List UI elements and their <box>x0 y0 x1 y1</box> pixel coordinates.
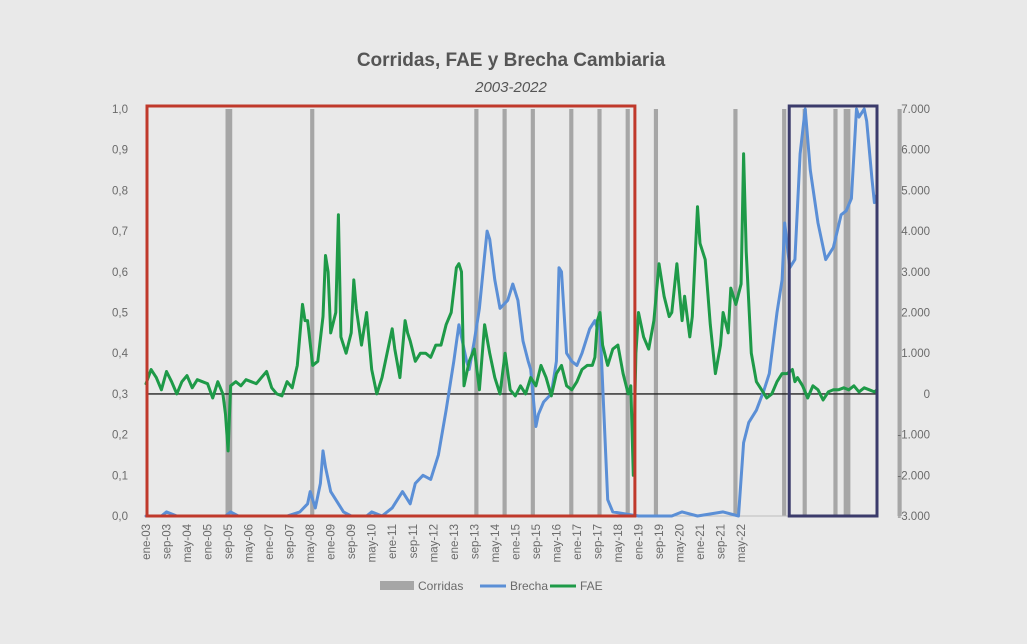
corridas-bar <box>502 109 507 516</box>
x-tick-label: may-14 <box>490 523 502 562</box>
y-right-tick-label: 6.000 <box>901 145 930 157</box>
x-tick-label: may-06 <box>244 524 256 562</box>
x-tick-label: sep-13 <box>469 524 481 559</box>
y-left-tick-label: 0,8 <box>112 185 128 197</box>
y-left-tick-label: 0,9 <box>112 145 128 157</box>
x-tick-label: ene-09 <box>326 524 338 560</box>
x-tick-label: sep-11 <box>408 524 420 558</box>
x-tick-label: may-16 <box>551 524 563 562</box>
x-tick-label: sep-15 <box>531 524 543 559</box>
y-left-tick-label: 1,0 <box>112 104 128 116</box>
corridas-bar <box>843 109 851 516</box>
y-left-tick-label: 0,0 <box>112 511 128 523</box>
corridas-bar <box>782 109 787 516</box>
y-right-tick-label: -3.000 <box>897 511 930 523</box>
y-right-tick-label: 7.000 <box>901 104 930 116</box>
legend-label-brecha: Brecha <box>510 579 548 593</box>
x-tick-label: may-18 <box>613 524 625 562</box>
y-right-tick-label: 1.000 <box>901 348 930 360</box>
y-right-tick-label: 2.000 <box>901 308 930 320</box>
x-tick-label: ene-03 <box>141 524 153 560</box>
corridas-bar <box>474 109 479 516</box>
x-tick-label: sep-21 <box>716 524 728 559</box>
x-tick-label: sep-05 <box>223 524 235 559</box>
x-tick-label: sep-09 <box>346 524 358 559</box>
x-tick-label: may-12 <box>428 524 440 562</box>
x-tick-label: may-10 <box>367 524 379 562</box>
y-right-tick-label: 5.000 <box>901 185 930 197</box>
series-line-fae <box>144 152 879 477</box>
series-line-brecha <box>144 107 879 518</box>
x-tick-label: sep-07 <box>285 524 297 559</box>
x-tick-label: may-04 <box>182 523 194 562</box>
legend: Corridas Brecha FAE <box>380 579 603 593</box>
legend-label-fae: FAE <box>580 579 603 593</box>
y-right-tick-label: 3.000 <box>901 267 930 279</box>
highlight-box <box>145 104 637 518</box>
corridas-bar <box>733 109 738 516</box>
x-tick-label: sep-19 <box>654 524 666 559</box>
x-tick-label: sep-03 <box>162 524 174 559</box>
x-tick-label: ene-13 <box>449 524 461 560</box>
x-tick-label: ene-05 <box>203 524 215 560</box>
chart-subtitle: 2003-2022 <box>474 79 547 96</box>
x-tick-label: ene-17 <box>572 524 584 560</box>
corridas-bar <box>833 109 838 516</box>
corridas-bar <box>225 109 233 516</box>
x-tick-label: may-20 <box>675 524 687 562</box>
x-tick-label: ene-11 <box>387 524 399 559</box>
y-left-tick-label: 0,2 <box>112 430 128 442</box>
x-tick-label: ene-07 <box>264 524 276 560</box>
corridas-bar <box>802 109 807 516</box>
y-left-tick-label: 0,6 <box>112 267 128 279</box>
x-tick-label: may-08 <box>305 524 317 562</box>
y-left-tick-label: 0,4 <box>112 348 129 360</box>
highlight-box <box>787 104 879 518</box>
corridas-bar <box>897 109 902 516</box>
x-tick-label: ene-19 <box>633 524 645 560</box>
legend-label-corridas: Corridas <box>418 579 463 593</box>
legend-swatch-corridas <box>380 581 414 590</box>
corridas-bar <box>530 109 535 516</box>
y-right-tick-label: -1.000 <box>897 430 930 442</box>
y-left-tick-label: 0,5 <box>112 308 128 320</box>
corridas-bar <box>569 109 574 516</box>
corridas-bar <box>625 109 630 516</box>
y-left-tick-label: 0,1 <box>112 470 128 482</box>
plot-area: 0,0 0,1 0,2 0,3 0,4 0,5 0,6 0,7 0,8 0,9 1,0 -3.000 -… <box>112 104 930 562</box>
y-right-tick-label: 4.000 <box>901 226 930 238</box>
corridas-bar <box>310 109 315 516</box>
x-tick-label: sep-17 <box>592 524 604 559</box>
y-right-tick-label: -2.000 <box>897 470 930 482</box>
chart-title: Corridas, FAE y Brecha Cambiaria <box>357 50 666 71</box>
y-right-tick-label: 0 <box>924 389 930 401</box>
y-left-tick-label: 0,7 <box>112 226 128 238</box>
x-tick-label: may-22 <box>736 524 748 562</box>
y-left-tick-label: 0,3 <box>112 389 128 401</box>
x-tick-label: ene-21 <box>695 524 707 560</box>
x-tick-label: ene-15 <box>510 524 522 560</box>
